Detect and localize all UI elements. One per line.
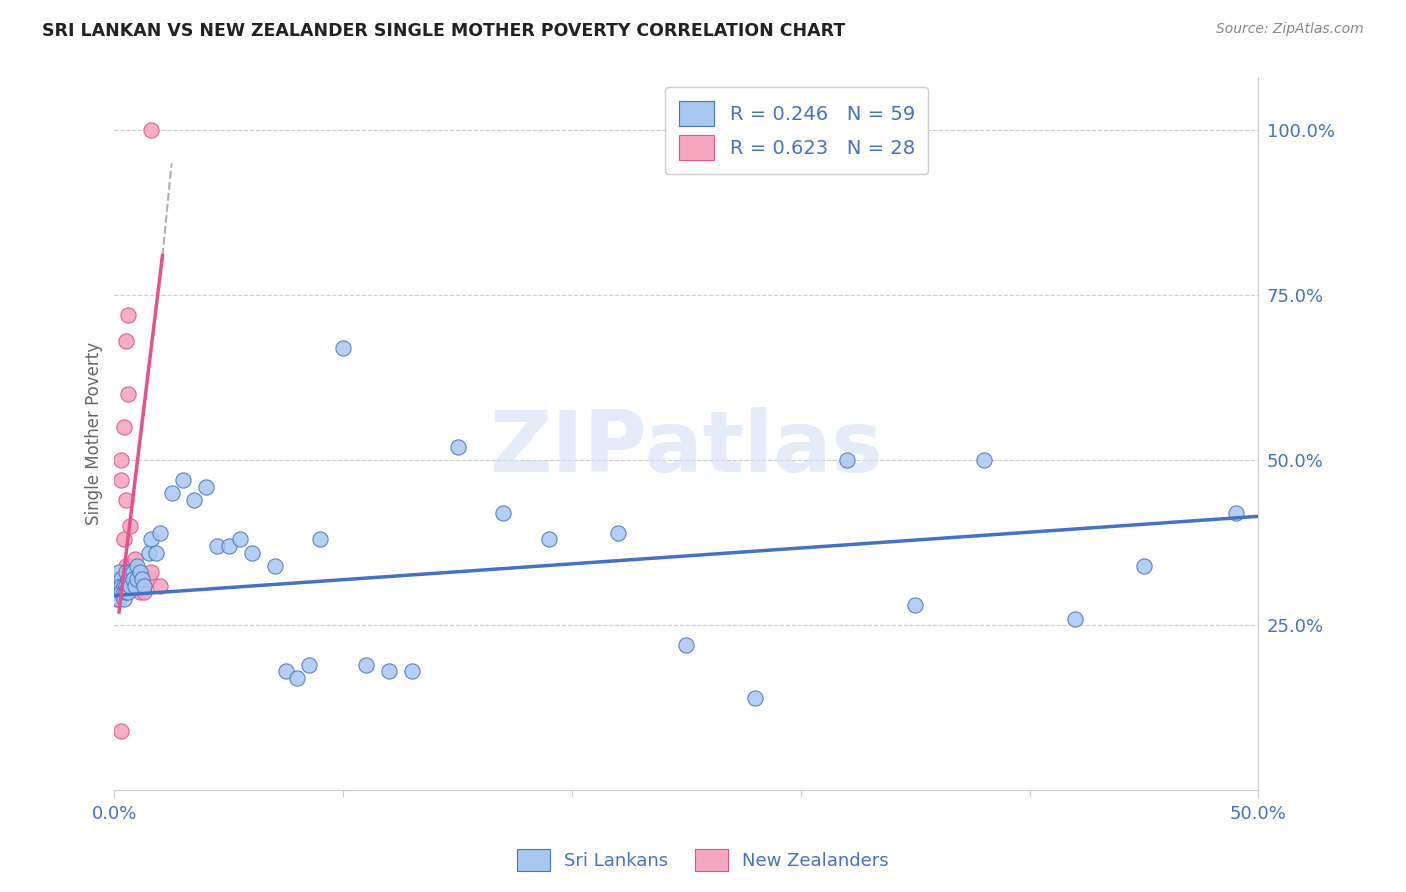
Point: [120, 519, 142, 533]
Point: [1225, 506, 1247, 520]
Point: [115, 585, 138, 599]
Point: [108, 585, 131, 599]
Point: [446, 440, 468, 454]
Point: [112, 420, 135, 434]
Point: [538, 533, 561, 547]
Point: [378, 665, 401, 679]
Point: [309, 533, 332, 547]
Point: [124, 552, 146, 566]
Point: [128, 585, 150, 599]
Point: [904, 599, 927, 613]
Point: [298, 657, 321, 672]
Text: ZIPatlas: ZIPatlas: [489, 407, 883, 490]
Point: [110, 453, 132, 467]
Point: [1064, 612, 1087, 626]
Point: [128, 566, 150, 580]
Y-axis label: Single Mother Poverty: Single Mother Poverty: [86, 343, 103, 525]
Point: [108, 572, 131, 586]
Point: [117, 572, 139, 586]
Legend: Sri Lankans, New Zealanders: Sri Lankans, New Zealanders: [510, 842, 896, 879]
Point: [138, 572, 160, 586]
Point: [1133, 558, 1156, 573]
Point: [121, 566, 143, 580]
Point: [139, 566, 162, 580]
Point: [134, 585, 156, 599]
Point: [835, 453, 858, 467]
Point: [149, 525, 172, 540]
Point: [115, 558, 138, 573]
Point: [115, 579, 138, 593]
Point: [105, 579, 128, 593]
Point: [183, 492, 205, 507]
Point: [207, 539, 229, 553]
Point: [675, 638, 697, 652]
Point: [112, 585, 135, 599]
Point: [229, 533, 252, 547]
Point: [127, 579, 149, 593]
Point: [131, 572, 153, 586]
Point: [145, 546, 167, 560]
Point: [263, 558, 285, 573]
Point: [744, 690, 766, 705]
Point: [606, 525, 628, 540]
Point: [172, 473, 194, 487]
Point: [110, 572, 132, 586]
Point: [139, 533, 162, 547]
Point: [127, 558, 149, 573]
Point: [117, 585, 139, 599]
Point: [121, 558, 143, 573]
Point: [274, 665, 297, 679]
Point: [127, 572, 149, 586]
Point: [131, 572, 153, 586]
Point: [110, 723, 132, 738]
Point: [120, 558, 142, 573]
Point: [110, 473, 132, 487]
Point: [149, 579, 172, 593]
Point: [354, 657, 377, 672]
Point: [120, 579, 142, 593]
Point: [492, 506, 515, 520]
Point: [108, 591, 131, 606]
Point: [160, 486, 183, 500]
Point: [139, 123, 162, 137]
Text: Source: ZipAtlas.com: Source: ZipAtlas.com: [1216, 22, 1364, 37]
Point: [401, 665, 423, 679]
Point: [120, 566, 142, 580]
Point: [194, 480, 217, 494]
Point: [108, 579, 131, 593]
Point: [287, 671, 309, 685]
Point: [218, 539, 240, 553]
Point: [973, 453, 995, 467]
Point: [134, 579, 156, 593]
Point: [115, 566, 138, 580]
Point: [105, 585, 128, 599]
Text: SRI LANKAN VS NEW ZEALANDER SINGLE MOTHER POVERTY CORRELATION CHART: SRI LANKAN VS NEW ZEALANDER SINGLE MOTHE…: [42, 22, 845, 40]
Point: [110, 579, 132, 593]
Point: [117, 308, 139, 322]
Point: [105, 572, 128, 586]
Point: [108, 566, 131, 580]
Point: [115, 492, 138, 507]
Point: [112, 585, 135, 599]
Point: [105, 585, 128, 599]
Point: [112, 533, 135, 547]
Legend: R = 0.246   N = 59, R = 0.623   N = 28: R = 0.246 N = 59, R = 0.623 N = 28: [665, 87, 928, 174]
Point: [112, 591, 135, 606]
Point: [138, 546, 160, 560]
Point: [121, 572, 143, 586]
Point: [110, 585, 132, 599]
Point: [117, 387, 139, 401]
Point: [105, 591, 128, 606]
Point: [110, 585, 132, 599]
Point: [240, 546, 263, 560]
Point: [124, 579, 146, 593]
Point: [112, 579, 135, 593]
Point: [115, 334, 138, 349]
Point: [332, 341, 354, 355]
